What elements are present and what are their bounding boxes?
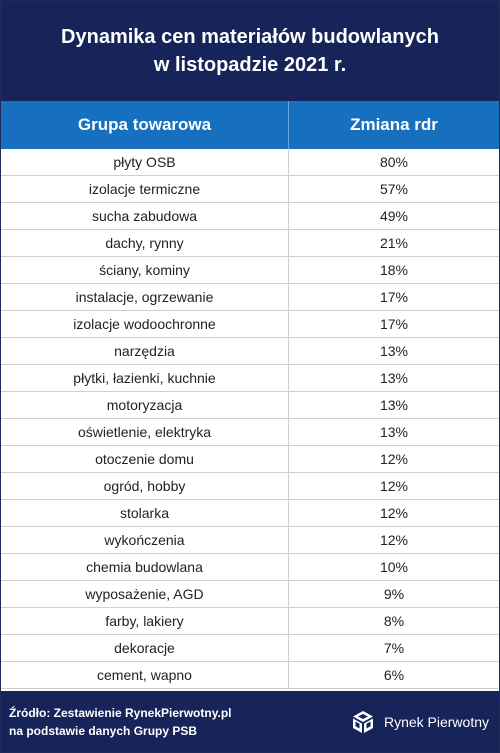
table-row: chemia budowlana 10% bbox=[1, 553, 499, 581]
cell-change: 6% bbox=[288, 661, 499, 689]
cell-group: dekoracje bbox=[1, 634, 289, 662]
cell-group: wyposażenie, AGD bbox=[1, 580, 289, 608]
table-row: stolarka 12% bbox=[1, 499, 499, 527]
source-line-1: Źródło: Zestawienie RynekPierwotny.pl bbox=[9, 705, 232, 720]
table-row: cement, wapno 6% bbox=[1, 661, 499, 689]
footer: Źródło: Zestawienie RynekPierwotny.pl na… bbox=[1, 691, 499, 752]
cell-change: 18% bbox=[288, 256, 499, 284]
cell-change: 12% bbox=[288, 499, 499, 527]
cell-group: narzędzia bbox=[1, 337, 289, 365]
cell-change: 9% bbox=[288, 580, 499, 608]
cell-change: 21% bbox=[288, 229, 499, 257]
cell-change: 12% bbox=[288, 526, 499, 554]
cell-group: płyty OSB bbox=[1, 149, 289, 176]
cell-group: otoczenie domu bbox=[1, 445, 289, 473]
table-row: wykończenia 12% bbox=[1, 526, 499, 554]
cell-change: 17% bbox=[288, 310, 499, 338]
cell-change: 17% bbox=[288, 283, 499, 311]
cell-change: 13% bbox=[288, 391, 499, 419]
brand-name: Rynek Pierwotny bbox=[383, 713, 489, 730]
table-row: płyty OSB 80% bbox=[1, 149, 499, 176]
table-row: oświetlenie, elektryka 13% bbox=[1, 418, 499, 446]
table-body: płyty OSB 80% izolacje termiczne 57% sucha z… bbox=[1, 149, 499, 689]
cell-change: 49% bbox=[288, 202, 499, 230]
table-row: motoryzacja 13% bbox=[1, 391, 499, 419]
cell-group: farby, lakiery bbox=[1, 607, 289, 635]
cell-group: ściany, kominy bbox=[1, 256, 289, 284]
table-row: ściany, kominy 18% bbox=[1, 256, 499, 284]
source-note: Źródło: Zestawienie RynekPierwotny.pl na… bbox=[9, 704, 232, 740]
cell-group: płytki, łazienki, kuchnie bbox=[1, 364, 289, 392]
table-row: sucha zabudowa 49% bbox=[1, 202, 499, 230]
table-row: farby, lakiery 8% bbox=[1, 607, 499, 635]
cell-group: oświetlenie, elektryka bbox=[1, 418, 289, 446]
brand: Rynek Pierwotny bbox=[350, 709, 489, 735]
cell-change: 8% bbox=[288, 607, 499, 635]
table-row: dekoracje 7% bbox=[1, 634, 499, 662]
cell-group: sucha zabudowa bbox=[1, 202, 289, 230]
cell-group: stolarka bbox=[1, 499, 289, 527]
cell-group: dachy, rynny bbox=[1, 229, 289, 257]
table-row: wyposażenie, AGD 9% bbox=[1, 580, 499, 608]
table-row: izolacje wodoochronne 17% bbox=[1, 310, 499, 338]
cell-change: 57% bbox=[288, 175, 499, 203]
table-row: otoczenie domu 12% bbox=[1, 445, 499, 473]
table-row: płytki, łazienki, kuchnie 13% bbox=[1, 364, 499, 392]
title-band: Dynamika cen materiałów budowlanych w li… bbox=[1, 1, 499, 101]
cell-change: 7% bbox=[288, 634, 499, 662]
title-line-1: Dynamika cen materiałów budowlanych bbox=[61, 26, 439, 48]
table-row: ogród, hobby 12% bbox=[1, 472, 499, 500]
cell-group: motoryzacja bbox=[1, 391, 289, 419]
cube-logo-icon bbox=[352, 710, 373, 733]
cell-change: 13% bbox=[288, 337, 499, 365]
cell-change: 12% bbox=[288, 472, 499, 500]
table-row: izolacje termiczne 57% bbox=[1, 175, 499, 203]
table-row: dachy, rynny 21% bbox=[1, 229, 499, 257]
source-line-2: na podstawie danych Grupy PSB bbox=[9, 723, 198, 738]
cell-group: cement, wapno bbox=[1, 661, 289, 689]
column-header-change: Zmiana rdr bbox=[288, 101, 499, 149]
cell-change: 13% bbox=[288, 364, 499, 392]
cell-change: 12% bbox=[288, 445, 499, 473]
cell-group: ogród, hobby bbox=[1, 472, 289, 500]
cell-group: izolacje termiczne bbox=[1, 175, 289, 203]
table-header-row: Grupa towarowa Zmiana rdr bbox=[1, 101, 499, 149]
cell-change: 10% bbox=[288, 553, 499, 581]
column-header-group: Grupa towarowa bbox=[1, 101, 289, 149]
cell-group: izolacje wodoochronne bbox=[1, 310, 289, 338]
cell-group: chemia budowlana bbox=[1, 553, 289, 581]
cell-group: wykończenia bbox=[1, 526, 289, 554]
table-row: instalacje, ogrzewanie 17% bbox=[1, 283, 499, 311]
price-change-table: Grupa towarowa Zmiana rdr płyty OSB 80% iz… bbox=[1, 101, 499, 689]
cell-change: 80% bbox=[288, 149, 499, 176]
table-row: narzędzia 13% bbox=[1, 337, 499, 365]
cell-change: 13% bbox=[288, 418, 499, 446]
cell-group: instalacje, ogrzewanie bbox=[1, 283, 289, 311]
title-line-2: w listopadzie 2021 r. bbox=[153, 54, 347, 76]
